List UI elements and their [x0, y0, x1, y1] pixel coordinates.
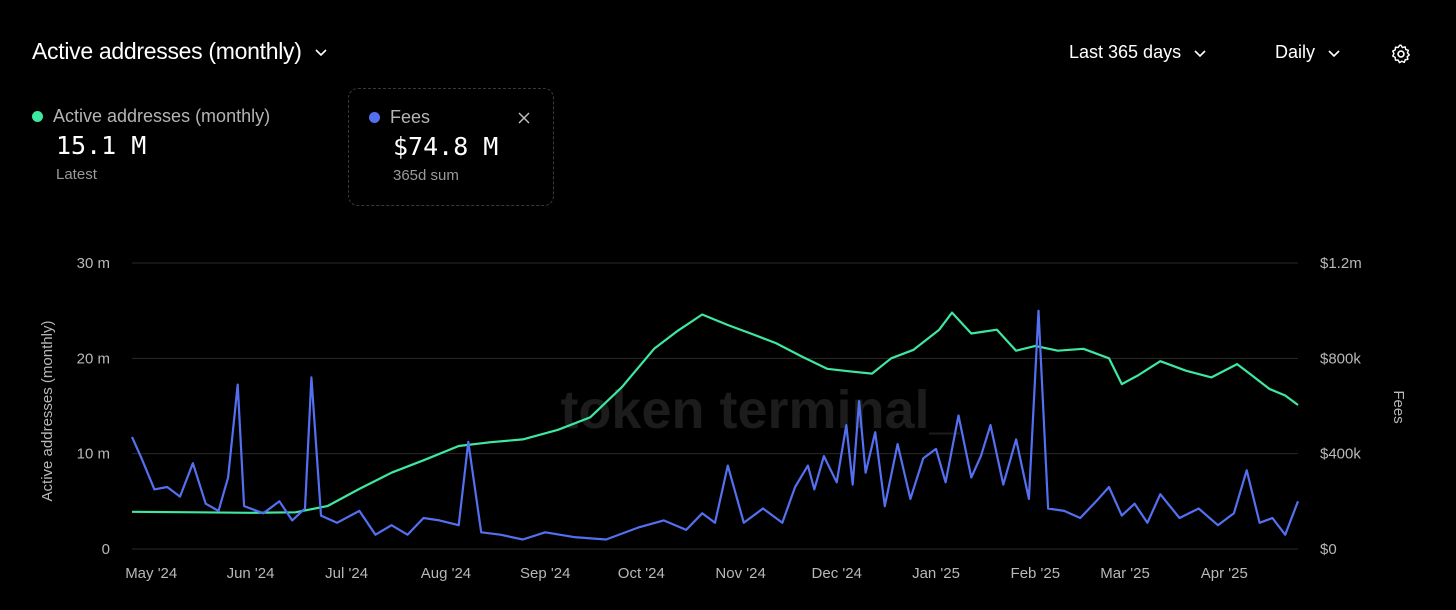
close-icon[interactable]	[517, 111, 531, 125]
y-left-tick-label: 0	[102, 541, 110, 558]
y-right-tick-label: $400k	[1320, 446, 1361, 463]
series-line-active-addresses	[131, 311, 1299, 514]
y-right-tick-label: $0	[1320, 541, 1337, 558]
metric-label: Fees	[390, 107, 431, 127]
metric-selector[interactable]: Active addresses (monthly)	[32, 38, 328, 65]
y-left-tick-label: 10 m	[77, 446, 110, 463]
granularity-selector[interactable]: Daily	[1275, 42, 1341, 63]
x-tick-label: Feb '25	[1011, 565, 1061, 582]
range-selector[interactable]: Last 365 days	[1069, 42, 1207, 63]
chevron-down-icon	[1328, 49, 1340, 57]
x-tick-label: Aug '24	[421, 565, 471, 582]
watermark: token terminal_	[560, 380, 960, 440]
x-tick-label: May '24	[125, 565, 177, 582]
series-line-fees	[130, 309, 1300, 541]
gear-icon[interactable]	[1390, 43, 1412, 65]
metric-card-active-addresses[interactable]: Active addresses (monthly) 15.1 M Latest	[32, 88, 332, 206]
x-tick-label: Oct '24	[618, 565, 665, 582]
y-left-tick-label: 30 m	[77, 255, 110, 272]
metric-label: Active addresses (monthly)	[53, 106, 271, 126]
y-left-axis-title: Active addresses (monthly)	[39, 321, 56, 502]
chart-area: 0 $0 10 m $400k 20 m $800k 30 m $1.2m May '24 Jun…	[39, 255, 1407, 582]
x-tick-label: Jun '24	[227, 565, 275, 582]
page-title: Active addresses (monthly)	[32, 38, 302, 64]
metric-value: $74.8 M	[393, 132, 499, 161]
metric-card-fees[interactable]: Fees $74.8 M 365d sum	[348, 88, 554, 206]
x-tick-label: Jul '24	[325, 565, 368, 582]
x-tick-label: Sep '24	[520, 565, 570, 582]
chevron-down-icon	[1194, 49, 1206, 57]
x-tick-label: Dec '24	[812, 565, 862, 582]
x-tick-label: Nov '24	[715, 565, 765, 582]
chevron-down-icon	[315, 48, 327, 56]
y-right-tick-label: $800k	[1320, 350, 1361, 367]
y-left-tick-label: 20 m	[77, 350, 110, 367]
y-right-tick-label: $1.2m	[1320, 255, 1362, 272]
x-tick-label: Apr '25	[1201, 565, 1248, 582]
range-label: Last 365 days	[1069, 42, 1182, 62]
metric-value: 15.1 M	[56, 131, 147, 160]
x-tick-label: Jan '25	[912, 565, 960, 582]
series-color-dot	[369, 112, 380, 123]
metric-sub: Latest	[56, 166, 97, 183]
granularity-label: Daily	[1275, 42, 1316, 62]
series-color-dot	[32, 111, 43, 122]
chart-header: Active addresses (monthly) Last 365 days…	[0, 0, 1456, 100]
y-right-axis-title: Fees	[1390, 390, 1407, 423]
metric-sub: 365d sum	[393, 167, 459, 184]
x-tick-label: Mar '25	[1100, 565, 1150, 582]
